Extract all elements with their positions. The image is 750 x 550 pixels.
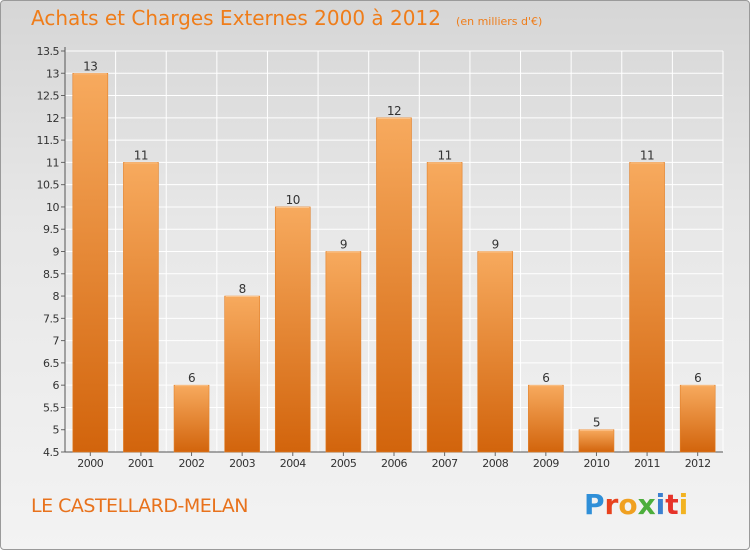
data-label: 13 (83, 59, 97, 73)
data-label: 11 (640, 148, 654, 162)
y-tick-label: 12 (46, 112, 59, 125)
y-tick-label: 11.5 (37, 134, 60, 147)
logo-letter: x (637, 488, 656, 521)
logo-letter: i (678, 488, 689, 521)
bar (123, 162, 159, 453)
x-tick-label: 2011 (634, 457, 660, 470)
y-tick-label: 11 (46, 156, 59, 169)
bar (528, 384, 564, 453)
bar (325, 251, 362, 453)
y-tick-label: 13 (46, 67, 59, 80)
y-tick-label: 7.5 (43, 312, 59, 325)
bar (629, 162, 665, 453)
y-tick-label: 10 (46, 201, 59, 214)
data-label: 11 (437, 148, 451, 162)
bar (274, 206, 311, 453)
y-tick-label: 8 (53, 290, 60, 303)
y-tick-label: 6 (53, 379, 60, 392)
data-label: 8 (239, 282, 246, 296)
logo-letter: t (665, 488, 679, 521)
logo-letter: r (604, 488, 619, 521)
logo-letter: P (584, 488, 605, 521)
y-tick-label: 10.5 (37, 179, 60, 192)
y-tick-label: 5.5 (43, 401, 59, 414)
data-label: 11 (134, 148, 148, 162)
data-label: 6 (188, 371, 195, 385)
bar (679, 384, 716, 453)
data-label: 6 (694, 371, 701, 385)
x-tick-label: 2006 (381, 457, 407, 470)
x-tick-label: 2012 (685, 457, 711, 470)
x-tick-label: 2003 (229, 457, 255, 470)
y-tick-label: 5 (53, 424, 60, 437)
data-label: 10 (286, 193, 300, 207)
x-tick-label: 2008 (482, 457, 508, 470)
proxiti-logo[interactable]: Proxiti (584, 488, 688, 521)
bar (578, 429, 615, 453)
data-label: 9 (492, 238, 499, 252)
bar (376, 117, 412, 453)
y-tick-label: 9.5 (43, 223, 59, 236)
bar (426, 162, 463, 453)
x-tick-label: 2001 (128, 457, 154, 470)
x-tick-label: 2004 (280, 457, 306, 470)
data-label: 12 (387, 104, 401, 118)
data-label: 5 (593, 416, 600, 430)
x-tick-label: 2000 (77, 457, 103, 470)
chart-subtitle: (en milliers d'€) (456, 15, 543, 28)
bar (224, 295, 260, 453)
x-tick-label: 2005 (330, 457, 356, 470)
labels: 4.5 5 5.5 6 6.5 7 7.5 8 8.5 9 9.5 10 10.5 11 11.5 12 12.… (37, 45, 712, 470)
bar (72, 72, 109, 453)
x-tick-label: 2002 (179, 457, 205, 470)
y-tick-label: 8.5 (43, 268, 59, 281)
bar (477, 251, 514, 453)
data-label: 6 (542, 371, 549, 385)
data-label: 9 (340, 238, 347, 252)
y-tick-label: 12.5 (37, 90, 60, 103)
x-tick-label: 2007 (432, 457, 458, 470)
chart-title: Achats et Charges Externes 2000 à 2012 (31, 6, 441, 30)
logo-letter: i (655, 488, 666, 521)
y-tick-label: 9 (53, 246, 60, 259)
bar (173, 384, 210, 453)
y-tick-label: 6.5 (43, 357, 59, 370)
y-tick-label: 4.5 (43, 446, 59, 459)
bars (72, 72, 716, 453)
x-tick-label: 2009 (533, 457, 559, 470)
title-row: Achats et Charges Externes 2000 à 2012 (… (31, 6, 542, 30)
location-label: LE CASTELLARD-MELAN (31, 495, 249, 517)
logo-letter: o (618, 488, 638, 521)
y-tick-label: 13.5 (37, 45, 60, 58)
x-tick-label: 2010 (583, 457, 609, 470)
y-tick-label: 7 (53, 335, 60, 348)
